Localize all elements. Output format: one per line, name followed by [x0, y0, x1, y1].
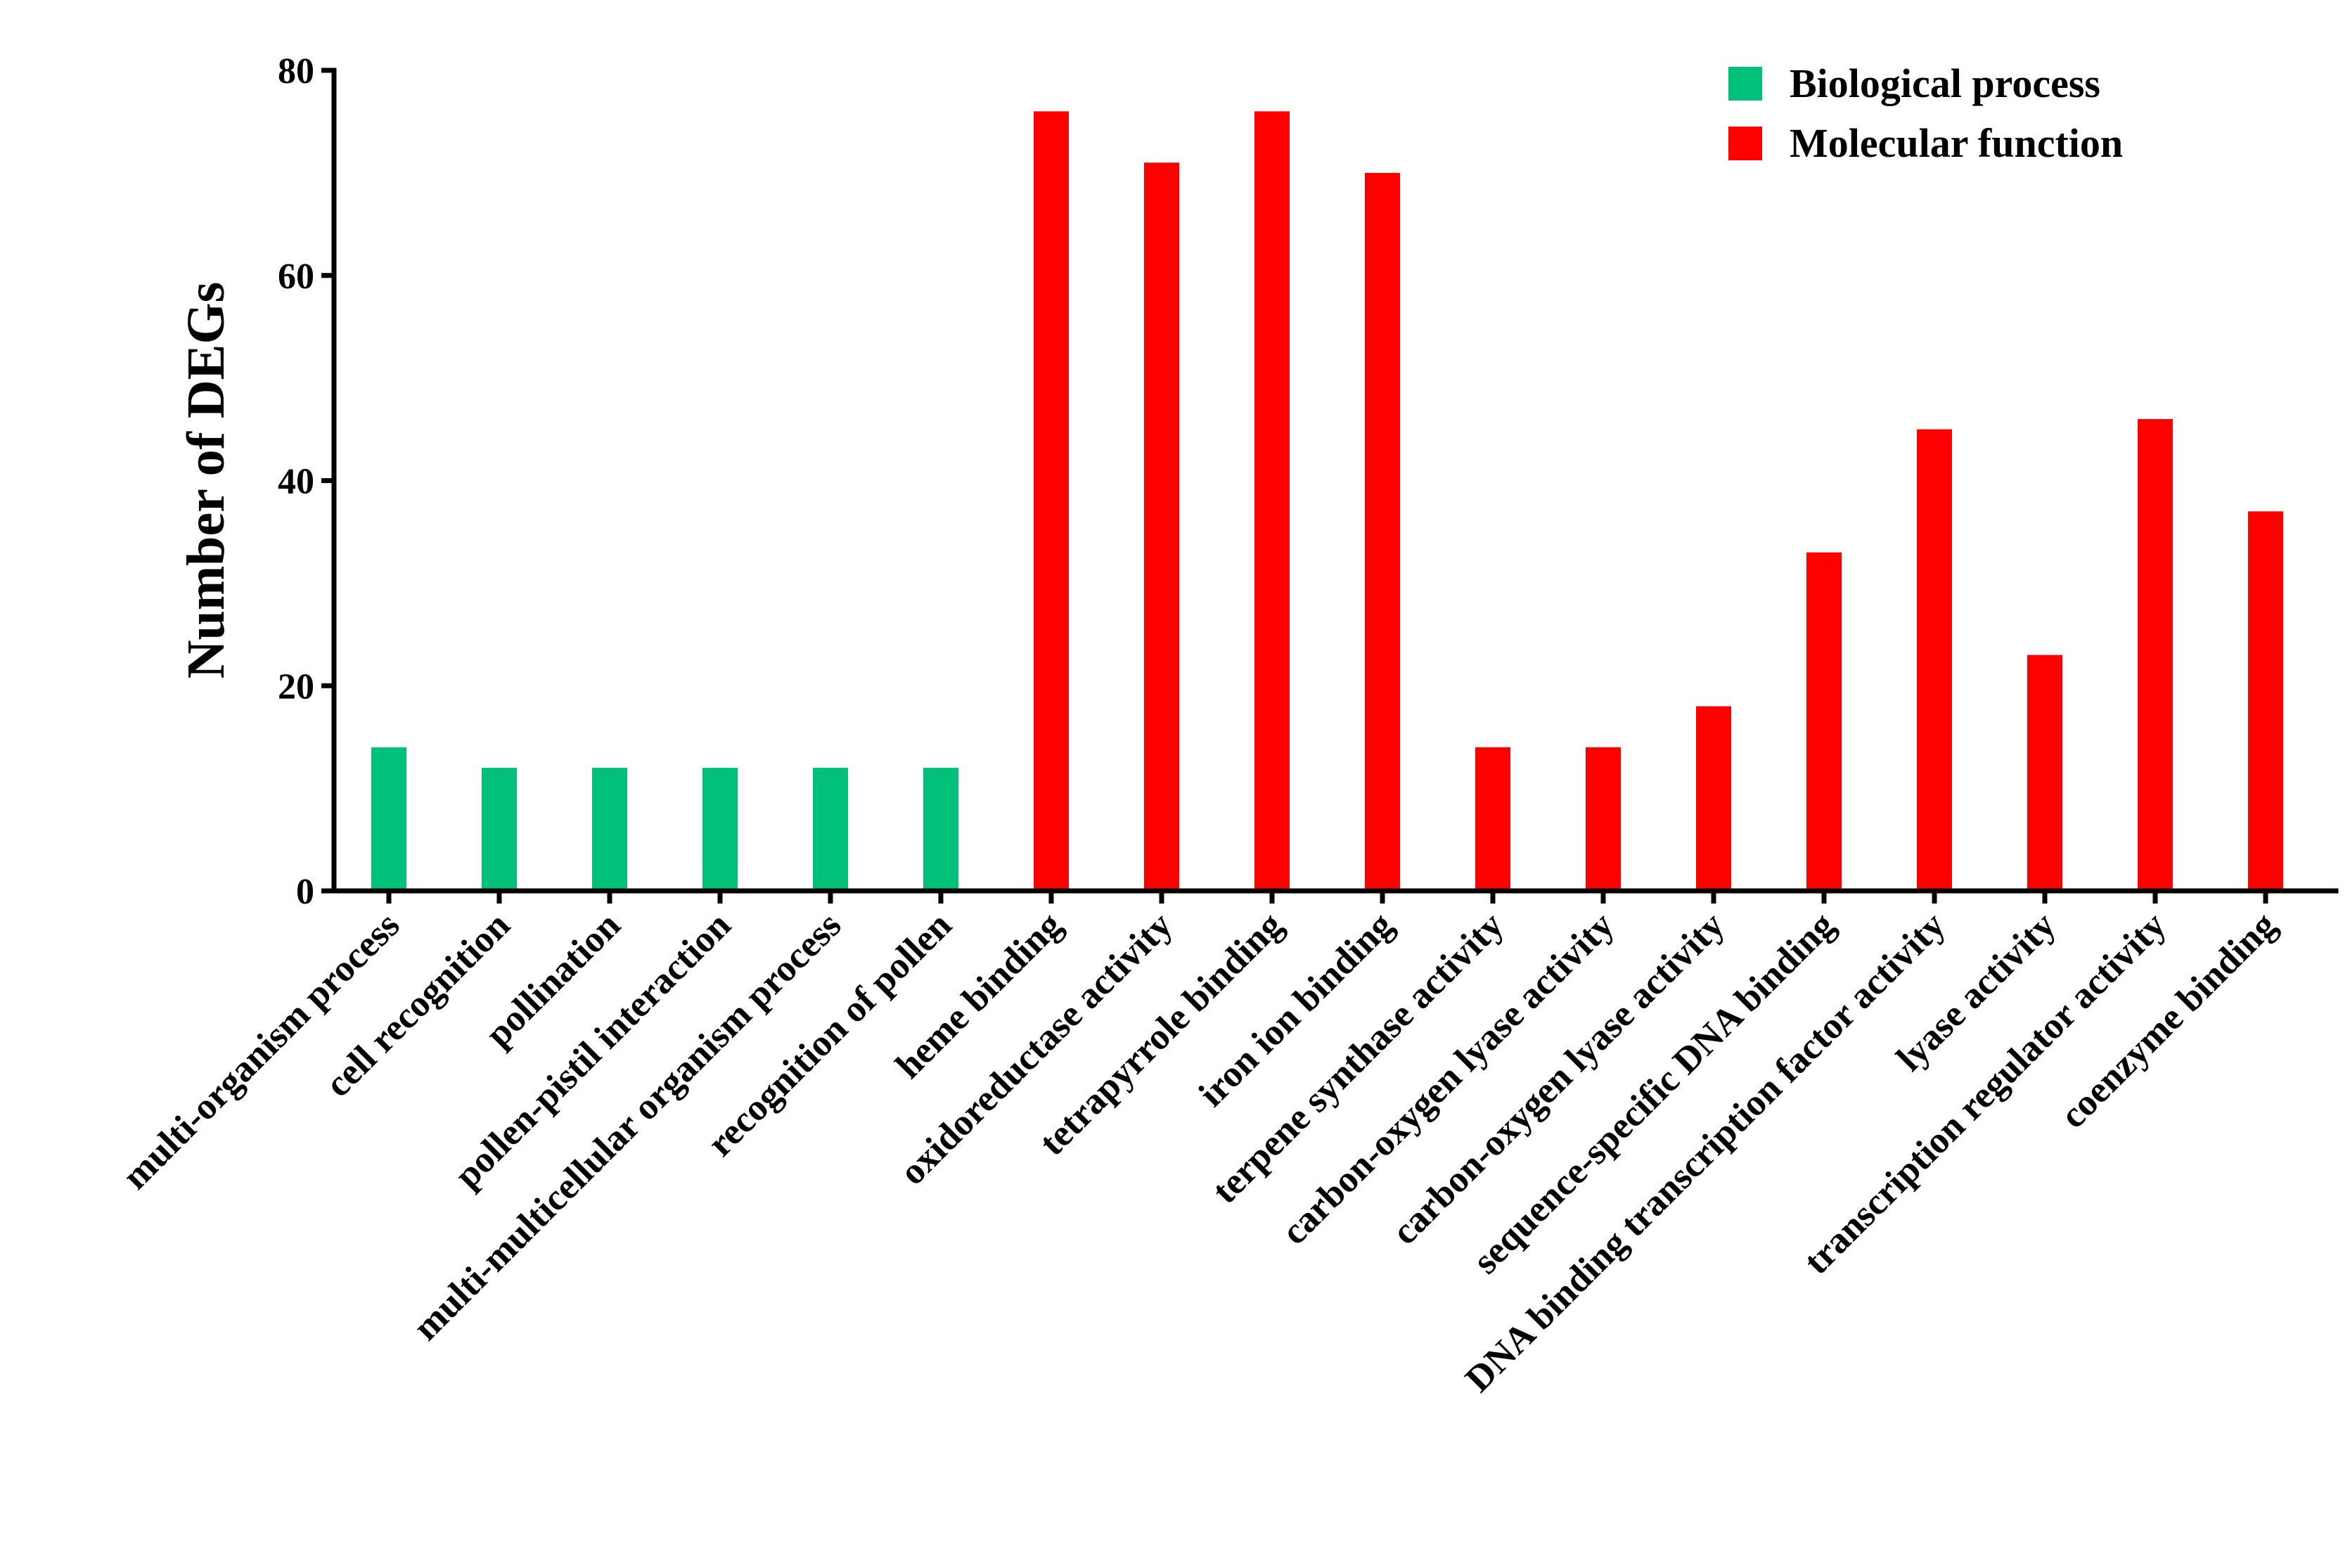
bar-11 — [1475, 747, 1510, 891]
bar-3 — [592, 767, 627, 891]
bars-layer — [371, 111, 2283, 892]
bar-13 — [1696, 706, 1731, 891]
bar-8 — [1144, 162, 1179, 892]
bar-12 — [1586, 747, 1621, 891]
bar-5 — [813, 767, 848, 891]
bar-17 — [2138, 418, 2173, 891]
x-tick-label: cell recognition — [318, 904, 518, 1105]
bar-7 — [1034, 111, 1069, 892]
legend-label-molecular-function: Molecular function — [1790, 120, 2123, 166]
bar-18 — [2248, 511, 2283, 891]
y-ticks-layer: 0 20 40 60 80 — [278, 51, 334, 912]
legend-swatch-molecular-function — [1728, 127, 1762, 160]
y-tick-label: 80 — [278, 51, 314, 91]
legend-label-biological-process: Biological process — [1790, 60, 2100, 106]
y-tick-label: 60 — [278, 257, 314, 297]
x-tick-label: iron ion binding — [1191, 904, 1401, 1114]
bar-16 — [2027, 655, 2062, 891]
bar-9 — [1254, 111, 1290, 892]
y-axis-label: Number of DEGs — [176, 282, 236, 679]
y-tick-label: 40 — [278, 462, 314, 502]
y-tick-label: 20 — [278, 667, 314, 707]
bar-15 — [1917, 429, 1952, 891]
legend: Biological process Molecular function — [1728, 60, 2123, 166]
bar-4 — [702, 767, 738, 891]
bar-6 — [923, 767, 958, 891]
x-tick-label: coenzyme binding — [2053, 904, 2284, 1136]
bar-1 — [371, 747, 406, 891]
bar-14 — [1806, 552, 1842, 891]
bar-2 — [482, 767, 517, 891]
legend-swatch-biological-process — [1728, 67, 1762, 101]
bar-10 — [1365, 172, 1400, 891]
y-tick-label: 0 — [296, 872, 314, 912]
